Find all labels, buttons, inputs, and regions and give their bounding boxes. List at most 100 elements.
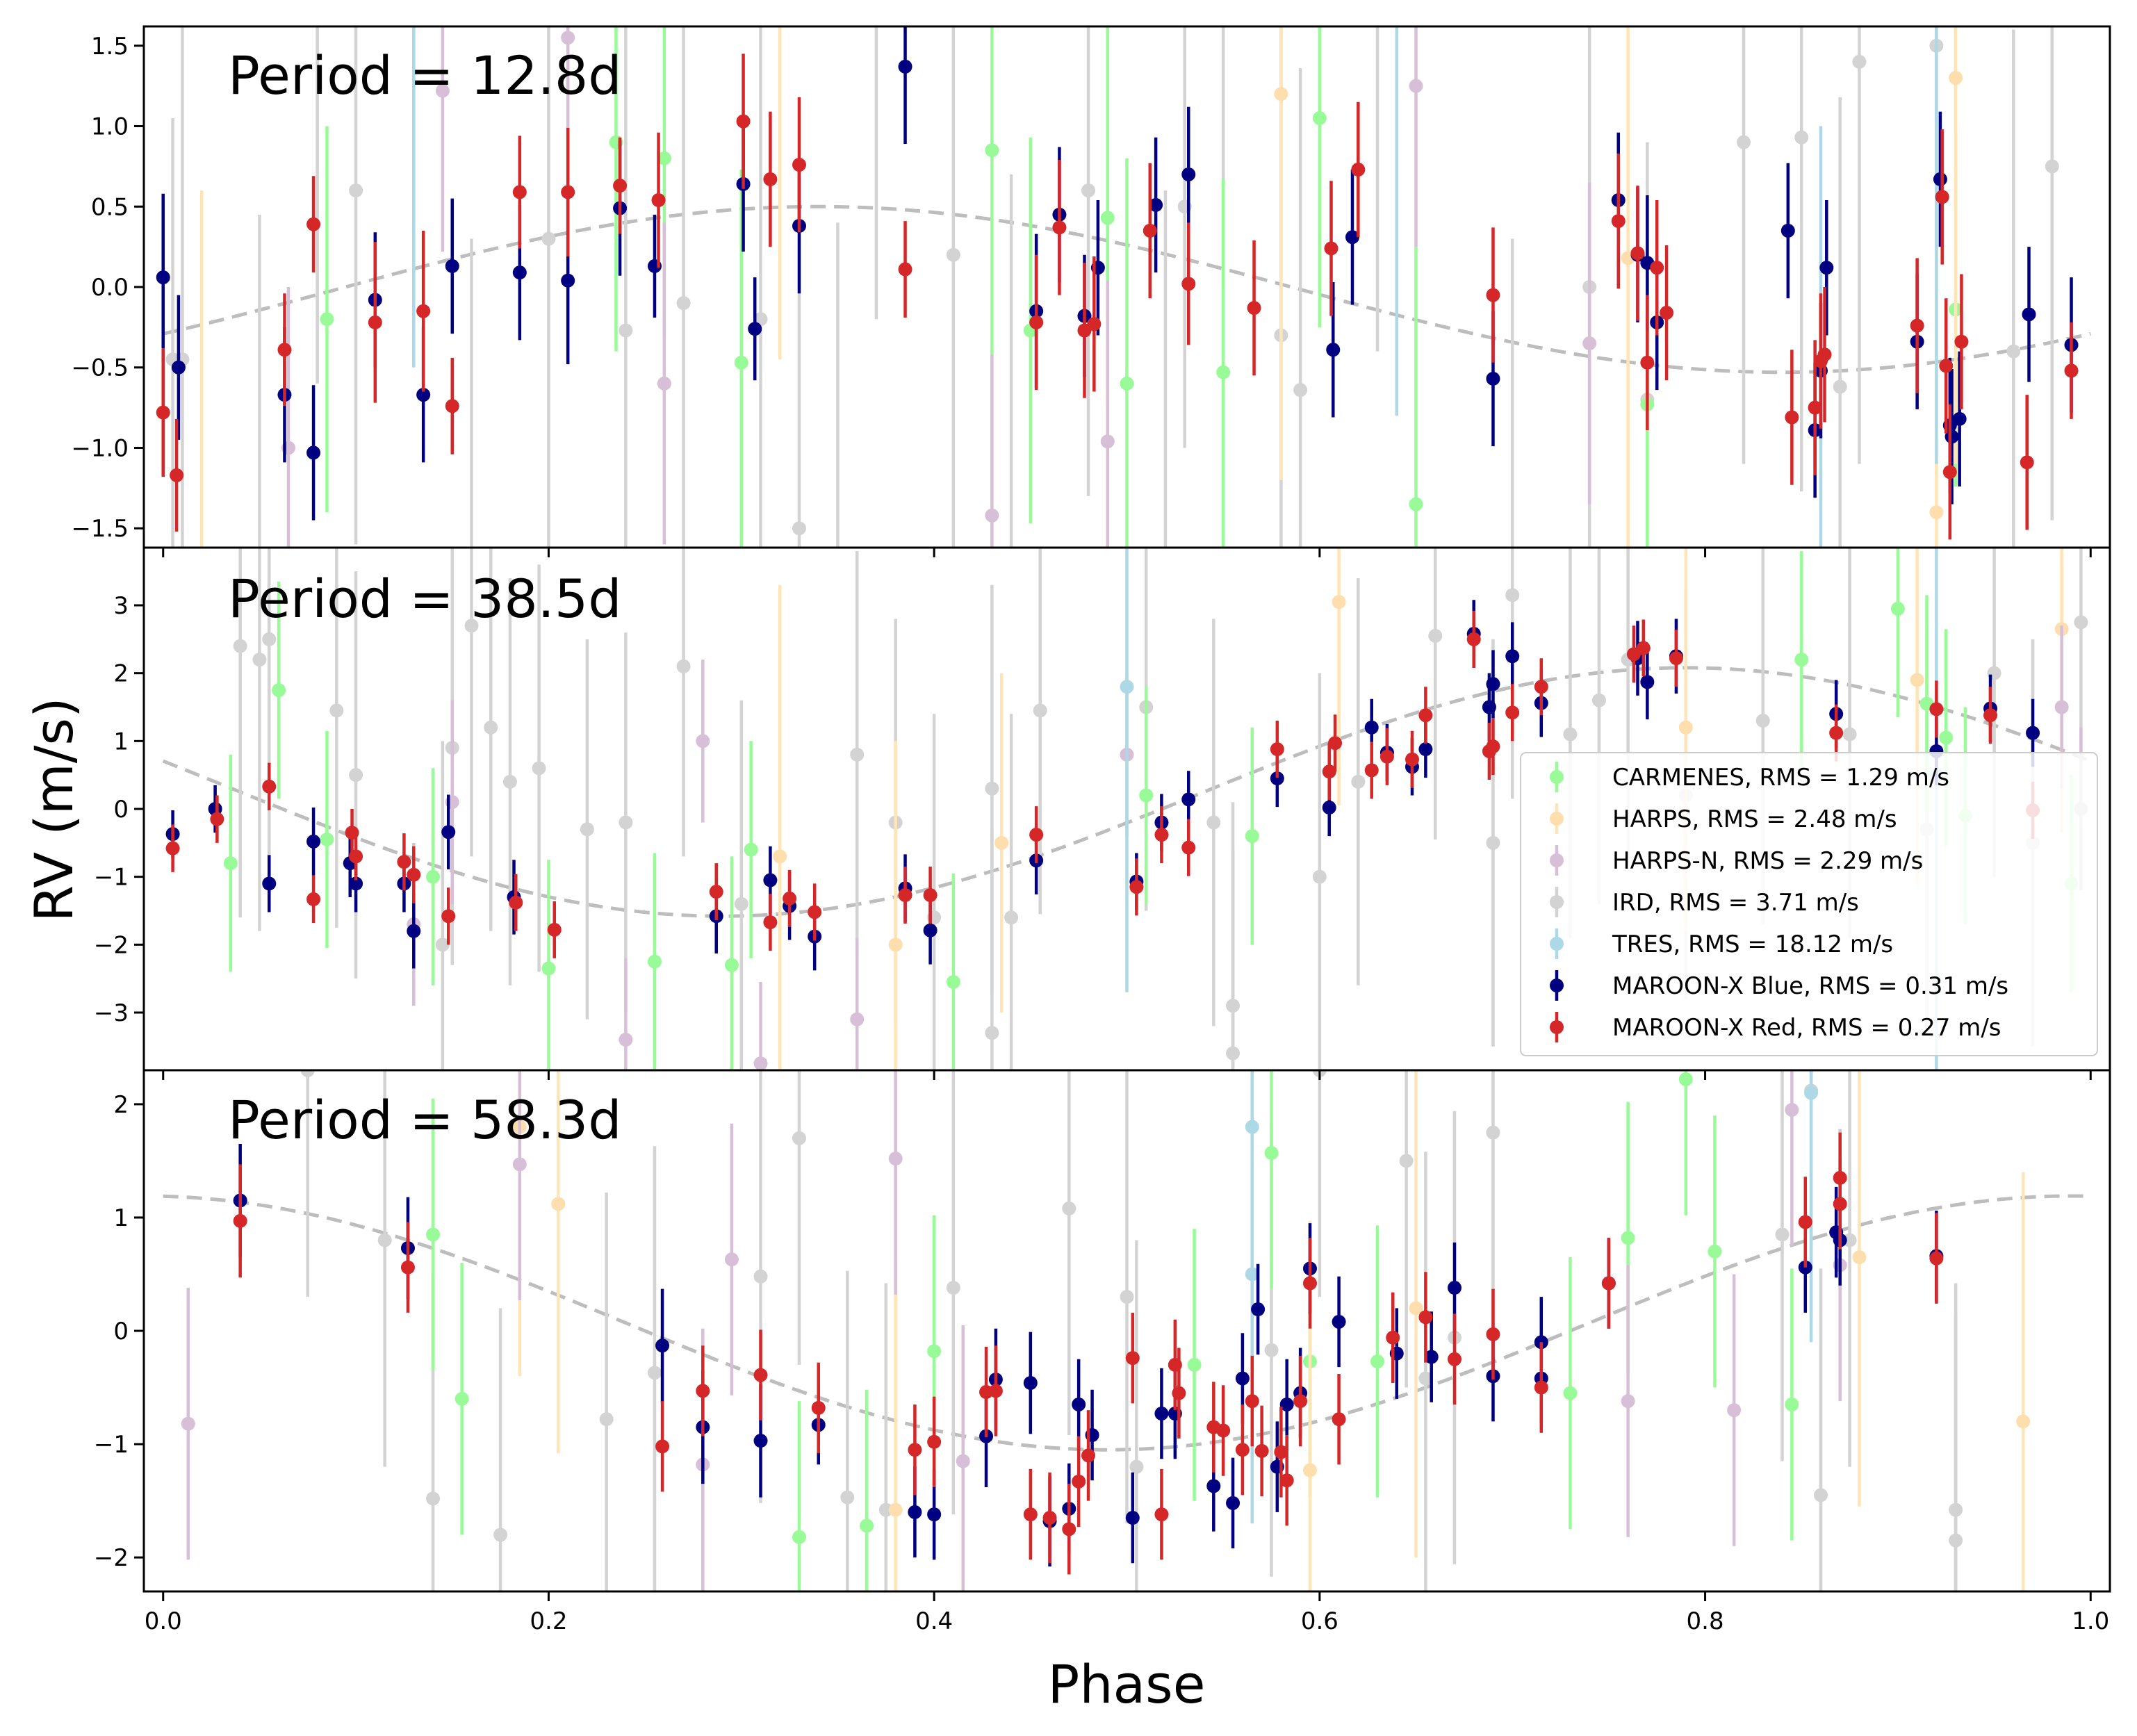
maroon-x-red-point	[1669, 651, 1683, 666]
tres-point	[1245, 1267, 1259, 1281]
harps-point	[888, 937, 903, 952]
panel-2-marks	[163, 1070, 2091, 1591]
carmenes-point	[1120, 376, 1134, 391]
maroon-x-red-point	[1829, 726, 1844, 740]
harps-point	[1910, 673, 1924, 687]
series-maroon-x-red	[233, 1132, 1944, 1575]
maroon-x-blue-point	[156, 270, 170, 285]
ird-point	[1428, 628, 1443, 643]
ird-point	[2045, 159, 2059, 174]
y-axis-ticks: 2 1 0 −1 −2	[94, 1091, 144, 1572]
carmenes-point	[985, 143, 999, 158]
maroon-x-red-point	[1328, 736, 1343, 751]
maroon-x-blue-point	[1424, 1350, 1439, 1364]
maroon-x-blue-point	[2026, 726, 2040, 740]
maroon-x-blue-point	[306, 834, 321, 849]
ird-point	[1755, 714, 1770, 728]
harps-n-point	[1409, 79, 1423, 93]
y-axis-ticks: 3 2 1 0 −1 −2 −3	[94, 592, 144, 1027]
ird-point	[311, 0, 325, 4]
y-tick-label: −1.0	[71, 434, 129, 462]
maroon-x-red-point	[1630, 246, 1645, 261]
maroon-x-blue-point	[748, 322, 762, 336]
maroon-x-blue-point	[1486, 677, 1500, 691]
harps-n-point	[619, 1033, 633, 1047]
ird-point	[1081, 183, 1096, 198]
ird-point	[734, 896, 748, 911]
maroon-x-blue-point	[445, 259, 459, 273]
legend-marker	[1550, 937, 1564, 951]
harps-n-point	[1727, 1403, 1742, 1418]
maroon-x-red-point	[1418, 1310, 1433, 1325]
y-tick-label: 0.0	[91, 274, 129, 302]
maroon-x-red-point	[753, 1368, 768, 1382]
maroon-x-red-point	[1324, 241, 1338, 256]
carmenes-point	[724, 958, 739, 972]
maroon-x-blue-point	[441, 825, 456, 840]
ird-point	[1033, 703, 1047, 718]
maroon-x-blue-point	[1235, 1371, 1250, 1386]
harps-n-point	[1785, 1103, 1799, 1117]
maroon-x-blue-point	[927, 1507, 942, 1522]
maroon-x-red-point	[306, 217, 321, 231]
maroon-x-red-point	[1379, 749, 1394, 764]
maroon-x-red-point	[445, 399, 459, 413]
harps-n-point	[888, 1152, 903, 1166]
series-harps	[199, 26, 1963, 548]
legend-marker	[1550, 1020, 1564, 1034]
maroon-x-red-point	[561, 185, 575, 199]
maroon-x-red-point	[923, 888, 938, 903]
maroon-x-red-point	[927, 1434, 942, 1449]
carmenes-point	[272, 683, 286, 698]
maroon-x-red-point	[1798, 1215, 1812, 1229]
ird-point	[1004, 910, 1019, 925]
maroon-x-red-point	[1534, 1380, 1548, 1395]
harps-n-point	[1100, 434, 1115, 449]
maroon-x-red-point	[1072, 1474, 1086, 1489]
maroon-x-red-point	[1270, 742, 1284, 757]
ird-point	[349, 183, 363, 198]
legend-marker	[1550, 978, 1564, 992]
maroon-x-red-point	[1448, 1352, 1461, 1366]
ird-point	[1842, 727, 1857, 742]
ird-point	[1264, 1343, 1279, 1357]
ird-point	[2006, 344, 2021, 359]
panel-period-38-5d: 3 2 1 0 −1 −2 −3 Period = 38.5d CARMENES, RMS …	[94, 546, 2111, 1072]
y-tick-label: 2	[113, 660, 129, 688]
y-tick-label: 0.5	[91, 193, 129, 221]
ird-point	[1833, 379, 1847, 394]
carmenes-point	[541, 961, 556, 976]
maroon-x-red-point	[1636, 641, 1651, 655]
y-tick-label: −3	[94, 999, 129, 1027]
maroon-x-red-point	[1939, 359, 1954, 373]
ird-point	[619, 323, 633, 338]
harps-n-point	[181, 1416, 195, 1431]
maroon-x-red-point	[736, 114, 751, 129]
maroon-x-blue-point	[1780, 223, 1795, 238]
panel-period-58-3d: 2 1 0 −1 −2 Period = 58.3d	[94, 1069, 2111, 1593]
legend-entry-maroon-x-red: MAROON-X Red, RMS = 0.27 m/s	[1550, 1012, 2001, 1042]
carmenes-point	[1139, 788, 1154, 803]
maroon-x-red-point	[1929, 702, 1944, 716]
ird-point	[464, 619, 479, 633]
legend-box	[1520, 752, 2098, 1056]
ird-point	[1949, 1533, 1963, 1548]
maroon-x-red-point	[1910, 318, 1924, 333]
series-maroon-x-red	[165, 610, 2040, 958]
maroon-x-blue-point	[1332, 1314, 1346, 1329]
maroon-x-red-point	[1125, 1351, 1140, 1366]
ird-point	[1775, 1227, 1790, 1242]
ird-point	[1062, 1201, 1076, 1215]
legend-marker	[1550, 895, 1564, 909]
maroon-x-red-point	[763, 172, 778, 186]
legend-marker	[1550, 853, 1564, 867]
maroon-x-red-point	[1154, 828, 1169, 842]
maroon-x-blue-point	[407, 924, 421, 938]
ird-point	[599, 1412, 614, 1427]
maroon-x-red-point	[1486, 288, 1500, 302]
carmenes-point	[1890, 601, 1905, 616]
harps-n-point	[850, 1012, 865, 1026]
maroon-x-blue-point	[306, 445, 321, 460]
ird-point	[1852, 54, 1867, 69]
legend-label: HARPS, RMS = 2.48 m/s	[1612, 805, 1897, 833]
